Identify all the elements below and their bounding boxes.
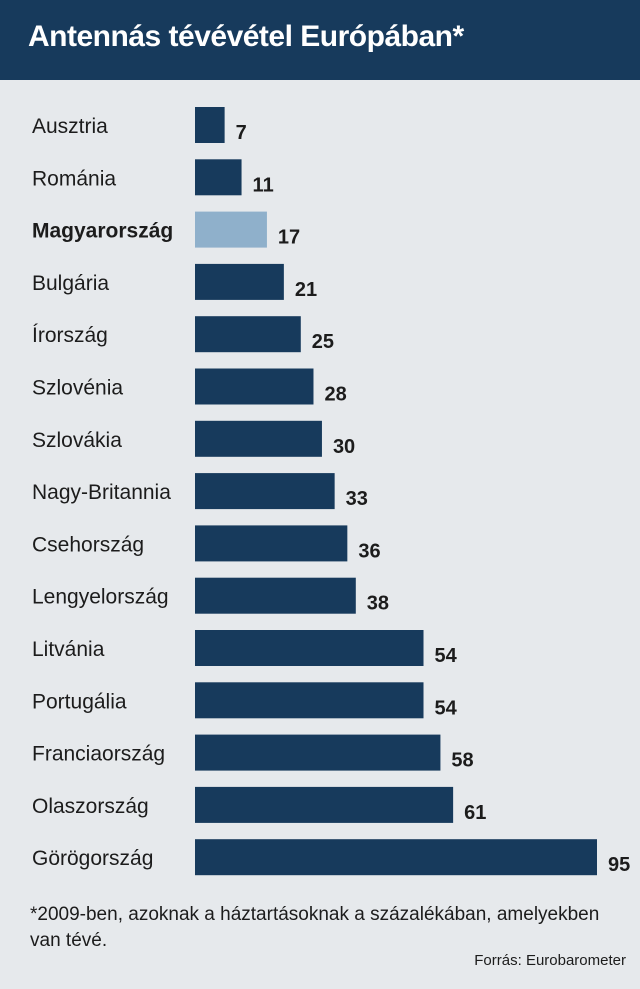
bar-value-label: 33 <box>346 488 368 510</box>
category-label: Nagy-Britannia <box>32 481 171 504</box>
category-label: Franciaország <box>32 743 165 766</box>
category-label: Litvánia <box>32 638 105 661</box>
bar-value-label: 21 <box>295 279 317 301</box>
bar <box>195 107 225 143</box>
bar-value-label: 54 <box>435 697 458 719</box>
bar <box>195 368 314 405</box>
bar-value-label: 61 <box>464 802 486 824</box>
bar-value-label: 36 <box>358 540 380 562</box>
category-label: Szlovénia <box>32 377 123 400</box>
bar-value-label: 54 <box>435 645 458 667</box>
category-label: Görögország <box>32 847 153 870</box>
category-label: Ausztria <box>32 115 108 138</box>
bar-value-label: 25 <box>312 331 334 353</box>
bar <box>195 263 284 300</box>
bar-value-label: 30 <box>333 436 355 458</box>
category-label: Írország <box>32 324 108 347</box>
bar-value-label: 7 <box>236 122 247 144</box>
bar <box>195 525 348 562</box>
bar-chart: Ausztria 7 Románia 11 Magyarország 17 Bulgária… <box>32 107 630 876</box>
bar <box>195 316 301 353</box>
category-label: Lengyelország <box>32 586 169 609</box>
category-label: Magyarország <box>32 220 173 243</box>
bar <box>195 630 424 666</box>
bar <box>195 420 322 457</box>
bar-value-label: 58 <box>451 750 473 772</box>
bar <box>195 211 267 248</box>
bar-value-label: 38 <box>367 593 389 615</box>
category-label: Bulgária <box>32 272 109 295</box>
category-label: Románia <box>32 167 116 190</box>
bar-value-label: 17 <box>278 227 300 249</box>
bar <box>195 682 424 719</box>
chart-title: Antennás tévévétel Európában* <box>28 20 464 53</box>
bar <box>195 577 356 614</box>
chart-source: Forrás: Eurobarometer <box>474 952 626 969</box>
bar <box>195 786 454 823</box>
category-label: Portugália <box>32 690 127 713</box>
bar <box>195 159 242 196</box>
chart-header: Antennás tévévétel Európában* <box>0 0 640 80</box>
bar-value-label: 11 <box>253 174 274 196</box>
category-label: Olaszország <box>32 795 149 818</box>
bar-value-label: 95 <box>608 854 630 876</box>
category-label: Csehország <box>32 533 144 556</box>
bar <box>195 473 335 510</box>
chart-footnote: *2009-ben, azoknak a háztartásoknak a sz… <box>30 904 600 951</box>
bar <box>195 839 597 876</box>
bar-value-label: 28 <box>324 384 346 406</box>
category-label: Szlovákia <box>32 429 122 452</box>
bar <box>195 734 441 771</box>
